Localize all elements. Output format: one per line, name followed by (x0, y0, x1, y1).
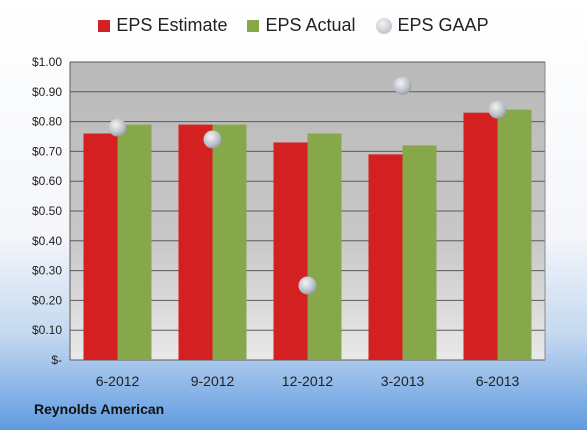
y-tick-label: $0.20 (32, 293, 62, 307)
marker-eps-gaap (203, 130, 222, 149)
bar-eps-estimate (463, 112, 498, 360)
legend-item-gaap: EPS GAAP (375, 15, 489, 36)
y-tick-label: $0.90 (32, 85, 62, 99)
tick-labels: $- $0.10 $0.20 $0.30 $0.40 $0.50 $0.60 $0.70 $0.… (32, 55, 520, 389)
legend-marker-gaap (375, 17, 392, 34)
y-tick-label: $0.70 (32, 144, 62, 158)
y-tick-label: $0.50 (32, 204, 62, 218)
y-tick-label: $0.10 (32, 323, 62, 337)
x-tick-label: 12-2012 (282, 373, 334, 389)
company-name: Reynolds American (34, 401, 165, 417)
bar-eps-actual (117, 124, 152, 360)
bar-eps-actual (212, 124, 247, 360)
bar-eps-actual (402, 145, 437, 360)
y-tick-label: $0.40 (32, 234, 62, 248)
y-tick-label: $0.60 (32, 174, 62, 188)
y-tick-label: $1.00 (32, 55, 62, 69)
marker-eps-gaap (393, 76, 412, 95)
legend-swatch-actual (247, 19, 260, 32)
x-tick-label: 6-2012 (96, 373, 140, 389)
marker-eps-gaap (298, 276, 317, 295)
y-tick-label: $- (51, 353, 62, 367)
bar-eps-actual (497, 109, 532, 361)
x-tick-label: 9-2012 (191, 373, 235, 389)
legend-label-estimate: EPS Estimate (116, 15, 228, 35)
marker-eps-gaap (488, 100, 507, 119)
legend-swatch-estimate (98, 19, 111, 32)
legend-label-actual: EPS Actual (265, 15, 356, 35)
x-tick-label: 3-2013 (381, 373, 425, 389)
bar-eps-actual (307, 133, 342, 360)
y-tick-label: $0.30 (32, 264, 62, 278)
bar-eps-estimate (83, 133, 118, 360)
legend-item-actual: EPS Actual (247, 15, 356, 36)
legend: EPS Estimate EPS Actual EPS GAAP (0, 15, 587, 36)
bar-eps-estimate (273, 142, 308, 360)
bar-eps-estimate (368, 154, 403, 360)
marker-eps-gaap (108, 118, 127, 137)
y-tick-label: $0.80 (32, 115, 62, 129)
legend-item-estimate: EPS Estimate (98, 15, 227, 36)
x-tick-label: 6-2013 (476, 373, 520, 389)
bars (83, 109, 532, 361)
legend-label-gaap: EPS GAAP (397, 15, 489, 35)
gaap-markers (108, 76, 507, 295)
bar-eps-estimate (178, 124, 213, 360)
